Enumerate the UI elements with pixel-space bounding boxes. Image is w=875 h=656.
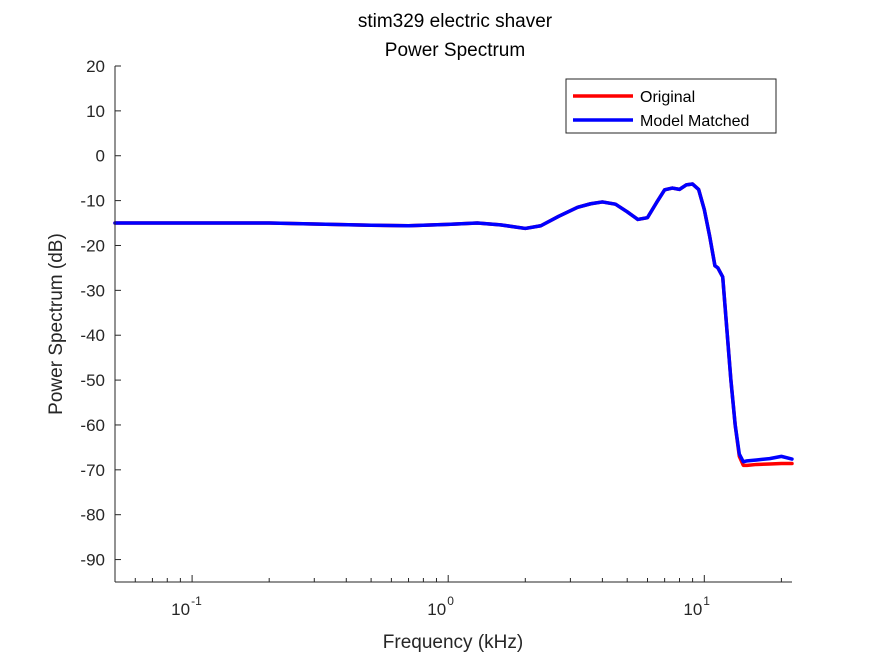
legend-label-model-matched: Model Matched — [640, 113, 749, 130]
x-tick-label: 10 — [683, 600, 702, 619]
y-tick-label: -70 — [80, 461, 105, 480]
legend-box — [565, 78, 777, 134]
y-tick-label: -50 — [80, 371, 105, 390]
y-tick-label: -90 — [80, 551, 105, 570]
x-axis-label: Frequency (kHz) — [383, 632, 523, 653]
y-tick-label: 0 — [96, 147, 105, 166]
y-tick-label: -40 — [80, 326, 105, 345]
x-tick-label: 10 — [171, 600, 190, 619]
x-tick-label: 10 — [427, 600, 446, 619]
x-tick-exponent: 1 — [703, 594, 710, 608]
x-tick-exponent: 0 — [447, 594, 454, 608]
y-tick-label: -30 — [80, 281, 105, 300]
x-ticks: 10 -1 10 0 10 1 — [114, 575, 782, 619]
series-line-model-matched — [113, 182, 794, 464]
y-tick-label: 20 — [86, 57, 105, 76]
x-tick-exponent: -1 — [191, 594, 202, 608]
plot-area — [115, 66, 792, 582]
legend: Original Model Matched — [565, 78, 777, 134]
y-tick-label: -60 — [80, 416, 105, 435]
y-tick-label: -10 — [80, 192, 105, 211]
y-tick-label: -80 — [80, 506, 105, 525]
y-tick-label: -20 — [80, 236, 105, 255]
series-lines — [113, 182, 794, 468]
chart-title-line-2: Power Spectrum — [385, 40, 525, 61]
chart-title-line-1: stim329 electric shaver — [358, 11, 553, 32]
legend-label-original: Original — [640, 89, 695, 106]
y-axis-label: Power Spectrum (dB) — [46, 233, 67, 415]
y-tick-label: 10 — [86, 102, 105, 121]
y-ticks: 20 10 0 -10 -20 -30 -40 -50 -60 -70 -80 -90 — [80, 57, 121, 570]
